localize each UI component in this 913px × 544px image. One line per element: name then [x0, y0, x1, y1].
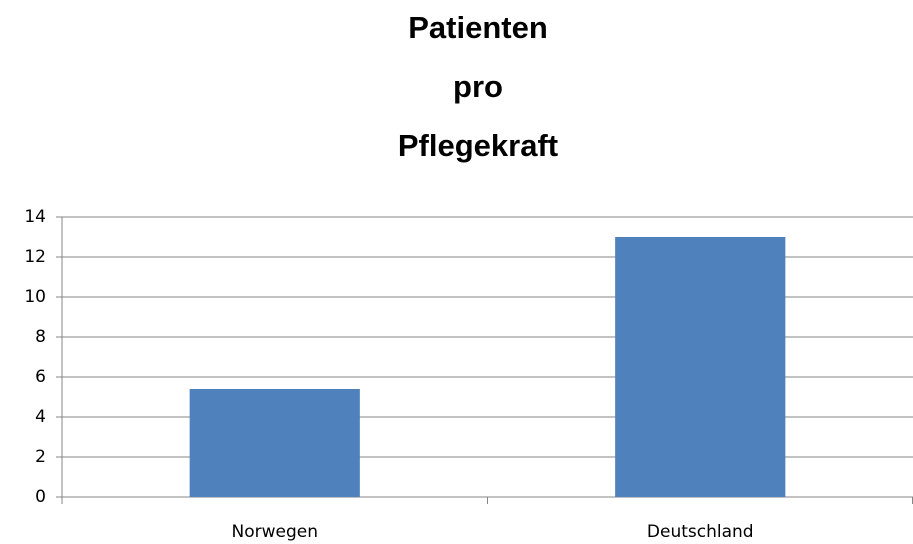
bar [189, 389, 360, 497]
y-tick-label: 14 [24, 207, 46, 227]
y-tick-label: 4 [35, 407, 46, 427]
y-tick-label: 6 [35, 367, 46, 387]
y-tick-label: 10 [24, 287, 46, 307]
y-tick-label: 12 [24, 247, 46, 267]
x-tick-label: Deutschland [647, 522, 754, 542]
y-tick-label: 8 [35, 327, 46, 347]
chart-title: Patienten [408, 10, 548, 45]
chart-title: Pflegekraft [398, 128, 558, 163]
y-tick-label: 2 [35, 447, 46, 467]
chart-title: pro [453, 69, 503, 104]
y-tick-label: 0 [35, 487, 46, 507]
x-tick-label: Norwegen [232, 522, 319, 542]
bar [615, 237, 786, 497]
